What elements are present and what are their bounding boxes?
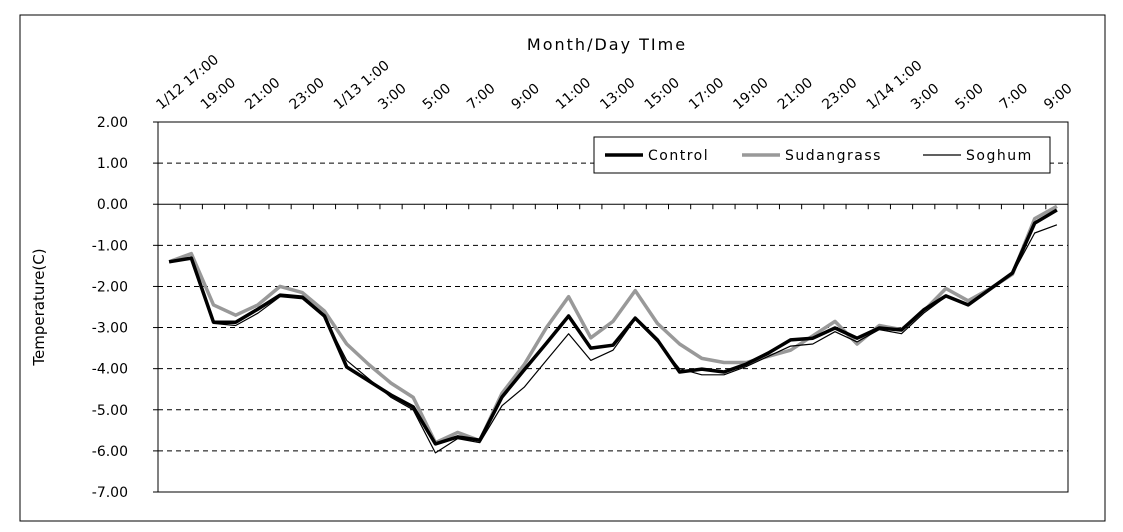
x-tick-label: 7:00 xyxy=(464,81,498,113)
series-line xyxy=(168,208,1058,446)
x-tick-label: 21:00 xyxy=(242,75,283,113)
y-tick-label: -3.00 xyxy=(92,321,128,337)
x-tick-label: 3:00 xyxy=(375,81,409,113)
y-tick-label: -5.00 xyxy=(92,403,128,419)
legend-label: Sudangrass xyxy=(785,148,882,164)
x-tick-label: 23:00 xyxy=(287,75,328,113)
x-tick-label: 5:00 xyxy=(420,81,454,113)
x-tick-label: 7:00 xyxy=(997,81,1031,113)
x-tick-label: 3:00 xyxy=(908,81,942,113)
x-tick-label: 15:00 xyxy=(642,75,683,113)
x-tick-label: 19:00 xyxy=(730,75,771,113)
series-line xyxy=(168,224,1058,454)
plot-area xyxy=(157,121,1069,493)
x-tick-label: 13:00 xyxy=(597,75,638,113)
x-tick-label: 9:00 xyxy=(509,81,543,113)
y-tick-label: 0.00 xyxy=(97,197,128,213)
x-tick-label: 17:00 xyxy=(686,75,727,113)
x-tick-label: 21:00 xyxy=(775,75,816,113)
chart-title: Month/Day TIme xyxy=(527,35,687,54)
y-tick-label: -1.00 xyxy=(92,238,128,254)
y-tick-label: 1.00 xyxy=(97,156,128,172)
x-tick-label: 11:00 xyxy=(553,75,594,113)
chart-frame xyxy=(19,14,1106,522)
legend-label: Control xyxy=(648,148,709,164)
x-tick-label: 9:00 xyxy=(1041,81,1075,113)
y-axis-label: Temperature(C) xyxy=(30,248,48,366)
y-tick-label: -4.00 xyxy=(92,362,128,378)
x-tick-label: 23:00 xyxy=(819,75,860,113)
legend-label: Soghum xyxy=(966,148,1033,164)
series-line xyxy=(168,204,1058,445)
y-tick-label: -7.00 xyxy=(92,485,128,501)
y-tick-label: -6.00 xyxy=(92,444,128,460)
y-tick-label: -2.00 xyxy=(92,279,128,295)
x-tick-label: 5:00 xyxy=(952,81,986,113)
y-tick-label: 2.00 xyxy=(97,115,128,131)
legend-box xyxy=(593,136,1051,174)
x-tick-label: 19:00 xyxy=(198,75,239,113)
